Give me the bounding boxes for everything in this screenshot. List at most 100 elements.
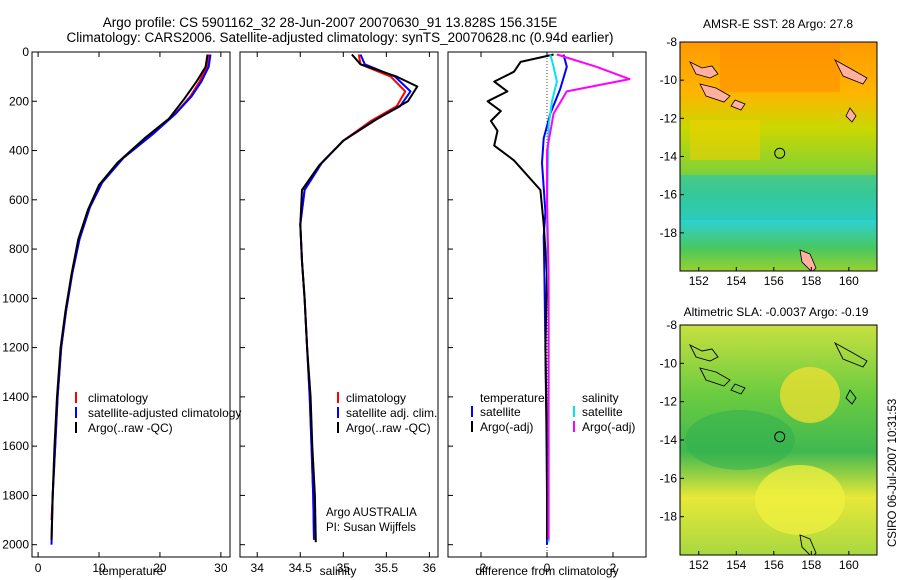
header-line1: Argo profile: CS 5901162_32 28-Jun-2007 … bbox=[103, 15, 558, 30]
map-x-tick-label: 158 bbox=[801, 558, 821, 572]
map-x-tick-label: 156 bbox=[764, 274, 784, 288]
sla-yellow-eddy-south bbox=[755, 465, 845, 535]
map-y-tick-label: -10 bbox=[660, 73, 678, 87]
x-tick-label: 20 bbox=[153, 561, 167, 575]
y-tick-label: 2000 bbox=[2, 538, 29, 552]
header-line2: Climatology: CARS2006. Satellite-adjuste… bbox=[66, 30, 613, 45]
y-tick-label: 1000 bbox=[2, 291, 29, 305]
series-line-0 bbox=[50, 54, 210, 521]
temperature-lines bbox=[50, 54, 212, 545]
side-stamp: CSIRO 06-Jul-2007 10:31:53 bbox=[887, 399, 899, 547]
sst-cool-patch bbox=[680, 175, 877, 220]
sla-coastline bbox=[688, 341, 868, 555]
x-tick-label: 0 bbox=[35, 561, 42, 575]
y-tick-label: 1800 bbox=[2, 488, 29, 502]
legend-temp-argo: Argo(-adj) bbox=[480, 420, 533, 434]
map-x-tick-label: 160 bbox=[839, 274, 859, 288]
y-tick-label: 1600 bbox=[2, 439, 29, 453]
map-y-tick-label: -18 bbox=[660, 510, 678, 524]
map-x-tick-label: 152 bbox=[689, 558, 709, 572]
map-y-tick-label: -16 bbox=[660, 188, 678, 202]
series-line-0 bbox=[299, 54, 407, 540]
sst-heatmap bbox=[680, 42, 877, 271]
difference-panel: -2 0 2 difference from climatology tempera… bbox=[447, 51, 647, 578]
sst-map-panel: AMSR-E SST: 28 Argo: 27.8 152 154 156 158 16… bbox=[660, 17, 878, 288]
legend-sal-argo: Argo(-adj) bbox=[582, 420, 635, 434]
map-x-tick-label: 156 bbox=[764, 558, 784, 572]
y-tick-label: 200 bbox=[9, 94, 29, 108]
sla-map-ticks: 152 154 156 158 160 -8 -10 -12 -14 -16 -18 bbox=[660, 318, 860, 572]
sla-heatmap bbox=[680, 325, 877, 555]
sst-map-title: AMSR-E SST: 28 Argo: 27.8 bbox=[703, 17, 853, 31]
sst-warm-patch bbox=[720, 42, 840, 92]
y-tick-label: 1400 bbox=[2, 390, 29, 404]
series-line-3 bbox=[546, 53, 631, 540]
x-tick-label: 0 bbox=[544, 561, 551, 575]
x-tick-label: 35 bbox=[337, 561, 351, 575]
map-x-tick-label: 154 bbox=[726, 274, 746, 288]
difference-ticks: -2 0 2 bbox=[448, 51, 617, 575]
y-tick-label: 800 bbox=[9, 242, 29, 256]
temperature-legend: climatology satellite-adjusted climatolo… bbox=[75, 391, 241, 435]
sst-coastline bbox=[689, 59, 868, 271]
map-y-tick-label: -12 bbox=[660, 395, 678, 409]
sla-green-eddy bbox=[685, 410, 795, 470]
difference-legend: temperature satellite Argo(-adj) salinit… bbox=[471, 391, 635, 434]
x-tick-label: 10 bbox=[92, 561, 106, 575]
map-y-tick-label: -8 bbox=[666, 318, 677, 332]
temperature-panel: 0 10 20 30 0 200 400 600 800 1000 1200 1400 1600 1800… bbox=[2, 45, 241, 578]
map-y-tick-label: -14 bbox=[660, 150, 678, 164]
salinity-lines bbox=[299, 53, 419, 543]
map-y-tick-label: -18 bbox=[660, 226, 678, 240]
x-tick-label: 35.5 bbox=[375, 561, 399, 575]
series-line-2 bbox=[299, 53, 419, 543]
legend-climatology: climatology bbox=[346, 391, 406, 405]
temperature-xlabel: temperature bbox=[99, 564, 164, 578]
x-tick-label: 2 bbox=[610, 561, 617, 575]
temperature-axes bbox=[31, 51, 231, 558]
sst-yellow-patch bbox=[690, 120, 760, 160]
sla-yellow-eddy bbox=[780, 367, 840, 423]
series-line-1 bbox=[299, 54, 412, 540]
legend-temperature-heading: temperature bbox=[480, 391, 545, 405]
x-tick-label: 30 bbox=[214, 561, 228, 575]
y-tick-label: 600 bbox=[9, 193, 29, 207]
legend-argo: Argo(..raw -QC) bbox=[88, 421, 173, 435]
map-x-tick-label: 160 bbox=[839, 558, 859, 572]
salinity-axes bbox=[239, 51, 439, 558]
y-tick-label: 1200 bbox=[2, 341, 29, 355]
salinity-panel: 34 34.5 35 35.5 36 salinity climatology sate… bbox=[239, 51, 439, 578]
sst-argo-location-marker bbox=[774, 147, 786, 159]
legend-satellite-adjusted: satellite-adjusted climatology bbox=[88, 406, 241, 420]
salinity-xlabel: salinity bbox=[320, 564, 357, 578]
map-x-tick-label: 152 bbox=[689, 274, 709, 288]
map-x-tick-label: 154 bbox=[726, 558, 746, 572]
y-tick-label: 400 bbox=[9, 144, 29, 158]
annotation-pi: PI: Susan Wijffels bbox=[326, 522, 416, 534]
map-y-tick-label: -12 bbox=[660, 111, 678, 125]
x-tick-label: 36 bbox=[423, 561, 437, 575]
temperature-ticks: 0 10 20 30 0 200 400 600 800 1000 1200 1400 1600 1800… bbox=[2, 45, 228, 575]
map-y-tick-label: -16 bbox=[660, 471, 678, 485]
x-tick-label: 34 bbox=[251, 561, 265, 575]
y-tick-label: 0 bbox=[22, 45, 29, 59]
difference-lines bbox=[486, 53, 631, 545]
series-line-2 bbox=[50, 54, 209, 540]
sla-map-title: Altimetric SLA: -0.0037 Argo: -0.19 bbox=[684, 305, 869, 319]
salinity-legend: climatology satellite adj. clim. Argo(..… bbox=[337, 391, 437, 435]
map-y-tick-label: -14 bbox=[660, 433, 678, 447]
legend-salinity-heading: salinity bbox=[582, 391, 619, 405]
legend-sal-satellite: satellite bbox=[582, 405, 623, 419]
legend-satellite-adj: satellite adj. clim. bbox=[346, 406, 437, 420]
legend-argo: Argo(..raw -QC) bbox=[346, 421, 431, 435]
salinity-ticks: 34 34.5 35 35.5 36 bbox=[240, 51, 437, 575]
map-x-tick-label: 158 bbox=[801, 274, 821, 288]
legend-climatology: climatology bbox=[88, 391, 148, 405]
sla-map-panel: Altimetric SLA: -0.0037 Argo: -0.19 152 1… bbox=[660, 305, 878, 572]
sla-argo-location-marker bbox=[774, 431, 786, 443]
annotation-argo-australia: Argo AUSTRALIA bbox=[326, 507, 417, 519]
map-y-tick-label: -8 bbox=[666, 35, 677, 49]
series-line-1 bbox=[486, 53, 554, 540]
x-tick-label: 34.5 bbox=[289, 561, 313, 575]
